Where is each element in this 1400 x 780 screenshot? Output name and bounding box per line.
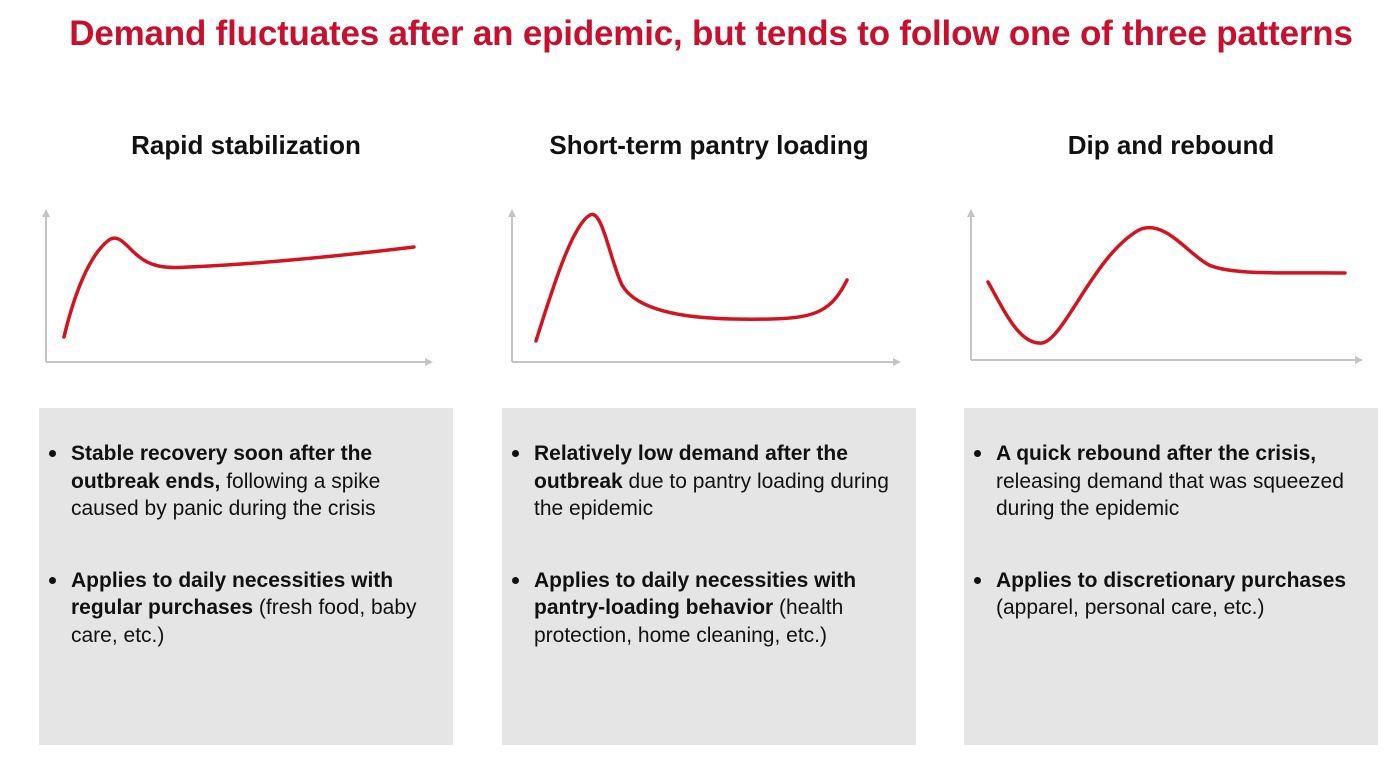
x-axis-arrowhead xyxy=(1355,356,1363,364)
description-box: Stable recovery soon after the outbreak … xyxy=(39,408,453,745)
bullet-item: Applies to daily necessities with pantry… xyxy=(512,567,900,650)
bullet-bold-text: Applies to daily necessities with pantry… xyxy=(534,568,857,620)
bullet-text: (apparel, personal care, etc.) xyxy=(996,596,1265,619)
description-box: A quick rebound after the crisis, releas… xyxy=(964,408,1378,745)
bullet-item: Stable recovery soon after the outbreak … xyxy=(49,440,437,523)
panel-title: Short-term pantry loading xyxy=(549,130,869,160)
bullet-item: A quick rebound after the crisis, releas… xyxy=(974,440,1362,523)
page-title: Demand fluctuates after an epidemic, but… xyxy=(69,14,1353,53)
pattern-panel-dip-and-rebound: Dip and rebound A quick rebound after th… xyxy=(964,0,1378,780)
bullet-item: Relatively low demand after the outbreak… xyxy=(512,440,900,523)
bullet-text: due to pantry loading during the epidemi… xyxy=(534,469,889,521)
bullet-text: releasing demand that was squeezed durin… xyxy=(996,469,1344,521)
bullet-bold-text: Applies to discretionary purchases xyxy=(996,568,1347,592)
bullet-item: Applies to discretionary purchases (appa… xyxy=(974,567,1362,622)
bullet-list: Stable recovery soon after the outbreak … xyxy=(49,440,437,649)
y-axis-arrowhead xyxy=(508,209,516,217)
demand-curve xyxy=(62,236,416,339)
pattern-chart-short-term-pantry-loading xyxy=(508,209,901,366)
bullet-text: (fresh food, baby care, etc.) xyxy=(71,596,417,647)
x-axis-arrowhead xyxy=(893,358,901,366)
y-axis-arrowhead xyxy=(967,209,975,217)
panel-title: Rapid stabilization xyxy=(131,130,361,160)
bullet-bold-text: Applies to daily necessities with regula… xyxy=(71,568,394,620)
pattern-panel-rapid-stabilization: Rapid stabilization Stable recovery soon… xyxy=(39,0,453,780)
pattern-chart-dip-and-rebound xyxy=(967,209,1363,364)
bullet-list: A quick rebound after the crisis, releas… xyxy=(974,440,1362,622)
bullet-bold-text: A quick rebound after the crisis, xyxy=(996,442,1317,465)
y-axis-arrowhead xyxy=(42,209,50,217)
pattern-panel-short-term-pantry-loading: Short-term pantry loading Relatively low… xyxy=(502,0,916,780)
panel-title: Dip and rebound xyxy=(1067,130,1275,160)
x-axis-arrowhead xyxy=(425,358,433,366)
bullet-text: (health protection, home cleaning, etc.) xyxy=(534,596,844,647)
bullet-text: following a spike caused by panic during… xyxy=(71,469,381,521)
bullet-list: Relatively low demand after the outbreak… xyxy=(512,440,900,649)
pattern-chart-rapid-stabilization xyxy=(42,209,433,366)
bullet-bold-text: Relatively low demand after the outbreak xyxy=(534,442,848,493)
demand-curve xyxy=(986,226,1347,345)
bullet-bold-text: Stable recovery soon after the outbreak … xyxy=(71,442,373,493)
bullet-item: Applies to daily necessities with regula… xyxy=(49,567,437,650)
description-box: Relatively low demand after the outbreak… xyxy=(502,408,916,745)
demand-curve xyxy=(534,212,849,343)
